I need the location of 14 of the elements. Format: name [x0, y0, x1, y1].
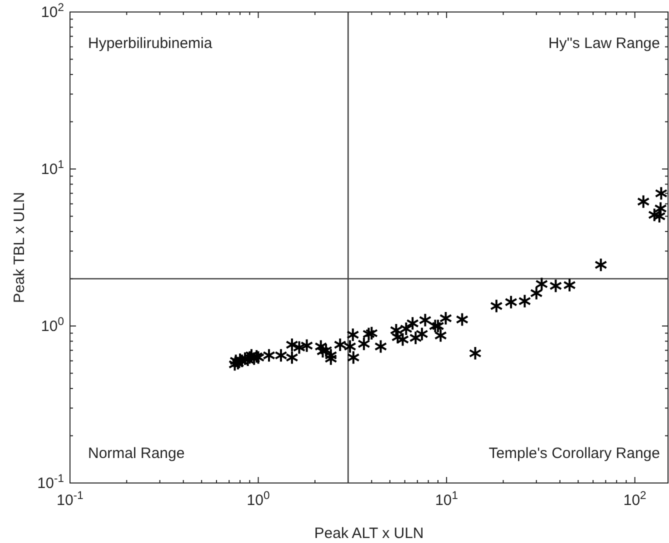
- annotation: Normal Range: [88, 445, 185, 462]
- y-tick-label: 10$^{2}$: [41, 2, 64, 21]
- y-tick-label: 10$^{-1}$: [37, 473, 64, 492]
- annotation: Hy''s Law Range: [548, 35, 660, 52]
- y-tick-label: 10$^{1}$: [41, 159, 64, 178]
- y-axis-title: Peak TBL x ULN: [11, 192, 28, 303]
- annotation: Temple's Corollary Range: [488, 445, 660, 462]
- x-tick-label: 10$^{1}$: [435, 490, 458, 509]
- x-axis-title: Peak ALT x ULN: [314, 525, 424, 542]
- x-tick-label: 10$^{-1}$: [56, 490, 84, 509]
- annotation: Hyperbilirubinemia: [88, 35, 213, 52]
- x-tick-label: 10$^{2}$: [623, 490, 646, 509]
- y-tick-label: 10$^{0}$: [41, 316, 64, 335]
- x-tick-label: 10$^{0}$: [246, 490, 270, 509]
